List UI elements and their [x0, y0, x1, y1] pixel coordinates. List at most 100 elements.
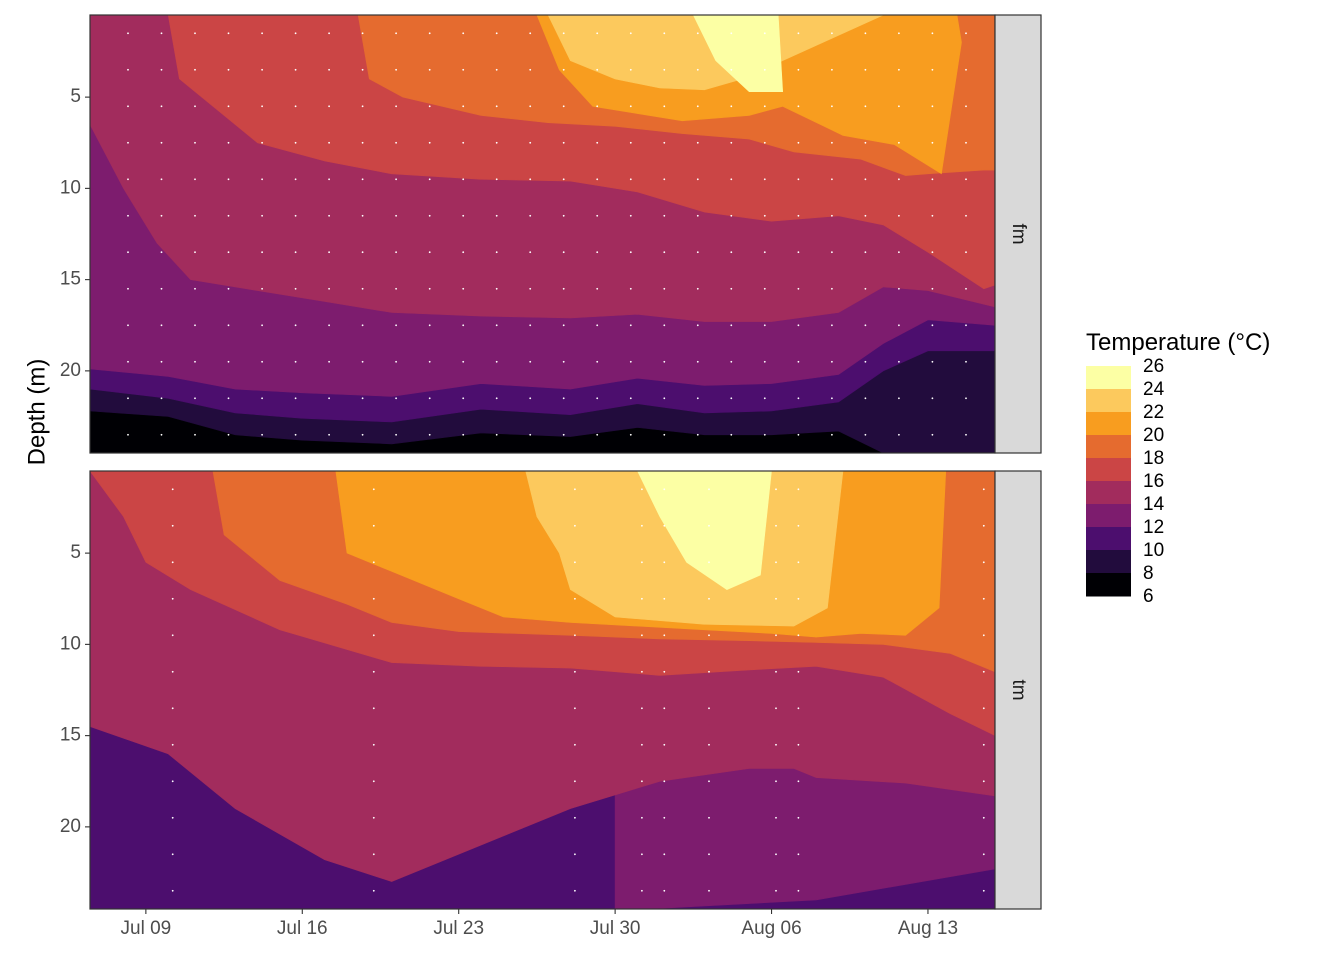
sample-point: [775, 707, 777, 710]
sample-point: [462, 214, 465, 217]
sample-point: [931, 287, 934, 290]
sample-point: [294, 251, 297, 254]
sample-point: [395, 397, 397, 400]
sample-point: [529, 141, 532, 144]
sample-point: [931, 397, 934, 400]
sample-point: [797, 488, 800, 491]
sample-point: [982, 707, 985, 710]
sample-point: [663, 597, 666, 600]
sample-point: [982, 853, 985, 856]
legend-label: 6: [1143, 586, 1154, 607]
sample-point: [194, 32, 196, 35]
sample-point: [831, 68, 833, 71]
sample-point: [361, 105, 364, 108]
sample-point: [462, 141, 465, 144]
sample-point: [708, 816, 710, 819]
axis-layer: 5 10 15 20 5 10 15 20 Jul 09 Jul 16 Jul 23 Jul 30 Au…: [60, 86, 958, 939]
sample-point: [696, 141, 699, 144]
sample-point: [708, 780, 710, 783]
sample-point: [160, 68, 163, 71]
sample-point: [864, 32, 867, 35]
sample-point: [361, 251, 364, 254]
sample-point: [831, 214, 833, 217]
sample-point: [763, 397, 766, 400]
legend-label: 12: [1143, 517, 1164, 538]
sample-point: [696, 214, 699, 217]
sample-point: [696, 287, 699, 290]
sample-point: [797, 324, 800, 327]
sample-point: [596, 324, 599, 327]
sample-point: [775, 889, 777, 892]
sample-point: [730, 324, 733, 327]
x-tick-label: Jul 23: [433, 918, 484, 939]
sample-point: [428, 105, 431, 108]
sample-point: [171, 597, 174, 600]
sample-point: [428, 287, 431, 290]
sample-point: [797, 889, 800, 892]
sample-point: [574, 816, 576, 819]
sample-point: [562, 178, 565, 181]
sample-point: [708, 707, 710, 710]
sample-point: [328, 287, 330, 290]
sample-point: [227, 105, 230, 108]
sample-point: [574, 670, 576, 673]
sample-point: [982, 816, 985, 819]
sample-point: [495, 178, 498, 181]
sample-point: [898, 178, 900, 181]
sample-point: [797, 287, 800, 290]
sample-point: [562, 214, 565, 217]
sample-point: [965, 68, 967, 71]
sample-point: [562, 287, 565, 290]
sample-point: [965, 287, 967, 290]
sample-point: [194, 397, 196, 400]
sample-point: [562, 141, 565, 144]
sample-point: [294, 68, 297, 71]
sample-point: [160, 287, 163, 290]
sample-point: [965, 397, 967, 400]
sample-point: [775, 597, 777, 600]
sample-point: [797, 816, 800, 819]
sample-point: [663, 889, 666, 892]
x-tick-label: Aug 06: [741, 918, 801, 939]
sample-point: [529, 287, 532, 290]
sample-point: [864, 105, 867, 108]
sample-point: [629, 214, 632, 217]
sample-point: [982, 889, 985, 892]
sample-point: [663, 178, 666, 181]
sample-point: [730, 141, 733, 144]
sample-point: [127, 433, 129, 436]
sample-point: [629, 360, 632, 363]
sample-point: [294, 141, 297, 144]
sample-point: [574, 889, 576, 892]
sample-point: [574, 488, 576, 491]
sample-point: [663, 251, 666, 254]
sample-point: [127, 360, 129, 363]
sample-point: [227, 433, 230, 436]
sample-point: [797, 105, 800, 108]
sample-point: [562, 251, 565, 254]
sample-point: [898, 433, 900, 436]
sample-point: [696, 178, 699, 181]
sample-point: [696, 324, 699, 327]
sample-point: [641, 634, 643, 637]
legend-key: [1086, 366, 1131, 390]
sample-point: [428, 360, 431, 363]
sample-point: [529, 68, 532, 71]
sample-point: [395, 287, 397, 290]
sample-point: [372, 670, 375, 673]
sample-point: [696, 251, 699, 254]
sample-point: [171, 889, 174, 892]
panel-fm: fm: [89, 14, 1042, 454]
sample-point: [294, 287, 297, 290]
sample-point: [194, 178, 196, 181]
sample-point: [763, 433, 766, 436]
sample-point: [574, 707, 576, 710]
sample-point: [194, 324, 196, 327]
sample-point: [127, 214, 129, 217]
sample-point: [629, 324, 632, 327]
sample-point: [328, 251, 330, 254]
sample-point: [663, 853, 666, 856]
sample-point: [171, 743, 174, 746]
sample-point: [160, 397, 163, 400]
sample-point: [361, 324, 364, 327]
